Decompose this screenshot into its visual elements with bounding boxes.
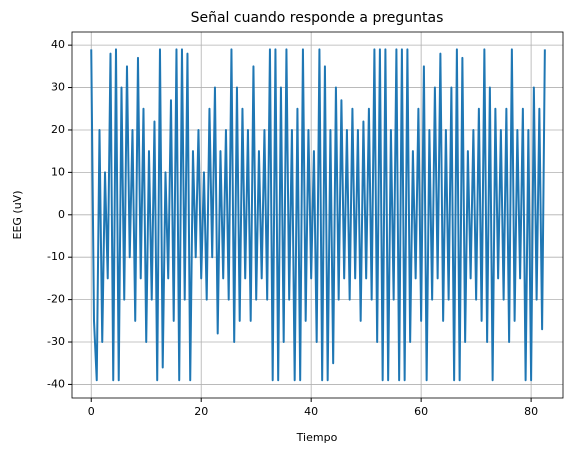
x-tick-label: 80: [524, 405, 538, 418]
chart-title: Señal cuando responde a preguntas: [191, 10, 444, 26]
y-tick-label: 30: [51, 81, 65, 94]
y-tick-label: -40: [47, 377, 65, 390]
x-tick-label: 60: [414, 405, 428, 418]
data-line: [90, 48, 546, 382]
y-tick-label: 0: [58, 208, 65, 221]
y-tick-label: -30: [47, 335, 65, 348]
x-axis-label: Tiempo: [296, 431, 338, 444]
y-tick-label: -10: [47, 250, 65, 263]
x-tick-label: 0: [88, 405, 95, 418]
y-tick-label: -20: [47, 293, 65, 306]
y-tick-label: 20: [51, 123, 65, 136]
y-tick-label: 10: [51, 165, 65, 178]
plot-frame: [71, 31, 564, 399]
x-tick-label: 20: [194, 405, 208, 418]
y-axis-label: EEG (uV): [11, 190, 24, 239]
y-tick-label: 40: [51, 38, 65, 51]
x-tick-label: 40: [304, 405, 318, 418]
